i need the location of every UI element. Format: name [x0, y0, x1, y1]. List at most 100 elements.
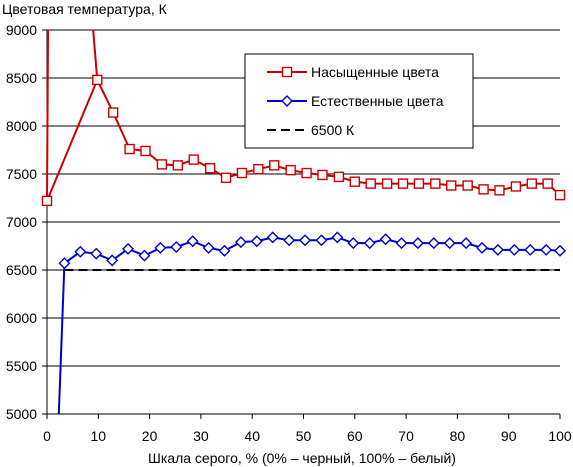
series-2-line	[63, 236, 561, 265]
series-1-point-16	[317, 169, 328, 181]
series-1-point-3	[107, 107, 119, 118]
series-2-point-4	[106, 254, 119, 267]
x-axis-title: Шкала серого, % (0% – черный, 100% – бел…	[148, 450, 456, 466]
series-1-point-14	[285, 164, 296, 176]
legend-marker-2	[281, 95, 293, 107]
y-tick-labels: 5000 5500 6000 6500 7000 7500 8000 8500 9000	[6, 22, 37, 422]
series-1-point-11	[236, 167, 248, 179]
series-1-point-12	[253, 163, 264, 175]
series-1-point-17	[333, 171, 345, 183]
plot-area	[41, 30, 566, 414]
series-2-point-18	[331, 231, 344, 244]
x-tick-label-90: 90	[501, 428, 517, 444]
series-1-point-13	[269, 160, 280, 171]
axes	[42, 29, 561, 419]
series-2-point-15	[283, 234, 296, 247]
x-tick-label-100: 100	[548, 428, 572, 444]
series-2-point-28	[491, 243, 504, 256]
series-1-point-25	[462, 180, 473, 191]
series-1-point-2	[92, 74, 103, 86]
series-1-point-22	[413, 178, 425, 189]
series-1-point-5	[140, 145, 151, 157]
series-2-point-10	[202, 241, 215, 254]
series-1-point-7	[172, 160, 184, 171]
series-2-point-16	[299, 234, 312, 247]
series-2-point-25	[443, 237, 456, 250]
series-2-point-31	[540, 243, 553, 256]
series-2-point-12	[234, 236, 247, 249]
series-2-lead-in	[57, 263, 66, 414]
series-1-point-6	[156, 159, 168, 170]
series-2-point-29	[508, 243, 521, 256]
series-1-point-24	[446, 180, 457, 191]
x-tick-labels: 0 10 20 30 40 50 60 70 80 90 100	[43, 428, 572, 444]
series-2-point-22	[395, 237, 408, 250]
series-2-point-14	[266, 231, 279, 244]
series-1-point-15	[301, 167, 312, 179]
x-tick-label-0: 0	[43, 428, 51, 444]
series-1-point-21	[397, 178, 409, 189]
series-1-point-30	[542, 178, 553, 189]
legend-label-2: Естественные цвета	[311, 93, 444, 109]
series-1-point-23	[430, 178, 441, 189]
x-tick-label-20: 20	[142, 428, 158, 444]
y-tick-label-7000: 7000	[6, 214, 37, 230]
series-1-lead-in-2	[92, 30, 99, 81]
series-2-point-7	[154, 241, 167, 254]
series-2-point-9	[186, 235, 199, 248]
series-1-point-19	[365, 178, 376, 189]
y-tick-label-9000: 9000	[6, 22, 37, 38]
series-1-lead-in	[46, 30, 50, 201]
series-2-point-26	[460, 237, 473, 250]
series-1-point-27	[494, 185, 505, 196]
series-1-point-9	[204, 163, 216, 174]
legend: Насыщенные цвета Естественные цвета 6500 К	[244, 53, 474, 149]
y-tick-label-6500: 6500	[6, 262, 37, 278]
series-2-point-32	[554, 244, 566, 257]
series-2-point-3	[90, 247, 103, 260]
series-2-point-5	[122, 242, 135, 255]
legend-label-3: 6500 К	[311, 122, 355, 138]
series-2-point-8	[170, 240, 183, 253]
series-1-point-1	[41, 195, 53, 207]
x-tick-label-30: 30	[193, 428, 209, 444]
series-2-point-20	[363, 237, 376, 250]
series-1-point-18	[349, 176, 360, 187]
series-1-point-31	[554, 189, 566, 201]
series-1-point-26	[478, 184, 489, 195]
x-tick-label-50: 50	[296, 428, 312, 444]
series-2-point-21	[379, 233, 392, 246]
x-tick-label-60: 60	[347, 428, 363, 444]
y-tick-label-8000: 8000	[6, 118, 37, 134]
series-1-point-29	[526, 178, 537, 189]
series-2-point-23	[411, 237, 424, 250]
series-2-point-6	[138, 249, 151, 262]
series-1-point-8	[188, 154, 199, 165]
series-2-point-24	[427, 237, 440, 250]
series-2-point-17	[315, 234, 328, 247]
legend-label-1: Насыщенные цвета	[311, 64, 439, 80]
series-2-point-27	[476, 241, 489, 254]
legend-marker-1	[281, 66, 293, 78]
series-2-point-11	[218, 244, 231, 257]
y-tick-label-7500: 7500	[6, 166, 37, 182]
series-1-point-28	[510, 181, 522, 192]
x-tick-label-10: 10	[91, 428, 107, 444]
y-tick-label-5500: 5500	[6, 358, 37, 374]
y-axis-title: Цветовая температура, К	[2, 1, 168, 17]
y-tick-label-6000: 6000	[6, 310, 37, 326]
y-tick-label-5000: 5000	[6, 406, 37, 422]
series-2-point-13	[250, 235, 263, 248]
series-layer	[41, 30, 566, 414]
series-1-point-4	[124, 143, 135, 155]
x-tick-label-40: 40	[244, 428, 260, 444]
series-2-point-19	[347, 237, 360, 250]
x-tick-label-70: 70	[398, 428, 414, 444]
series-1-point-20	[381, 178, 393, 189]
x-tick-label-80: 80	[450, 428, 466, 444]
series-2-point-1	[58, 257, 71, 270]
series-1-point-10	[220, 172, 232, 184]
series-2-point-2	[74, 245, 87, 258]
series-2-point-30	[524, 243, 537, 256]
